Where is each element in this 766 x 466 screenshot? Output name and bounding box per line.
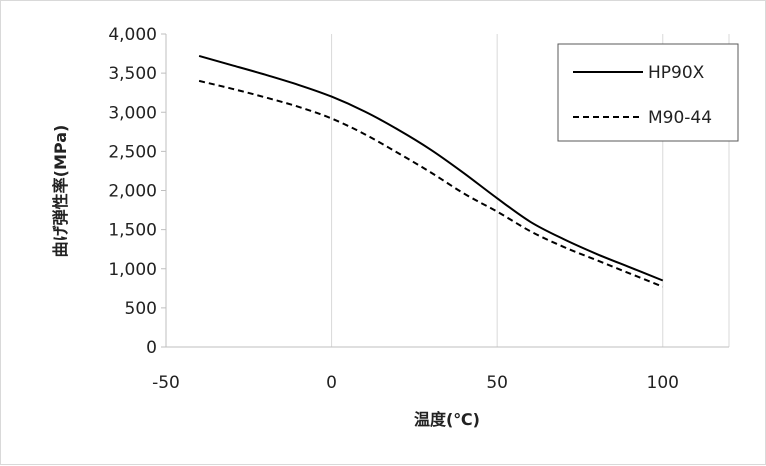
series-line-hp90x [198,54,664,282]
y-tick-label: 4,000 [108,25,157,45]
y-tick-label: 1,000 [108,260,157,280]
x-tick-labels: -50 0 50 100 [152,373,679,393]
x-tick-label: 50 [486,373,508,393]
x-tick-label: 100 [647,373,679,393]
y-tick-label: 500 [125,299,157,319]
axis-layer [161,33,729,348]
legend: HP90X M90-44 [557,43,739,142]
x-axis-title: 温度(℃) [413,410,480,429]
y-tick-label: 3,500 [108,64,157,84]
legend-box [557,43,739,142]
y-tick-labels: 0 500 1,000 1,500 2,000 2,500 3,000 3,500 4,000 [108,25,157,358]
x-tick-label: -50 [152,373,180,393]
legend-label-hp90x: HP90X [648,63,705,83]
y-tick-label: 1,500 [108,221,157,241]
y-tick-label: 0 [146,338,157,358]
x-tick-label: 0 [326,373,337,393]
legend-label-m90-44: M90-44 [648,108,712,128]
series-line-m90-44 [198,79,664,288]
y-axis-title: 曲げ弾性率(MPa) [51,125,70,258]
y-tick-label: 2,000 [108,182,157,202]
y-tick-label: 2,500 [108,142,157,162]
series-layer [198,54,664,288]
y-tick-label: 3,000 [108,103,157,123]
